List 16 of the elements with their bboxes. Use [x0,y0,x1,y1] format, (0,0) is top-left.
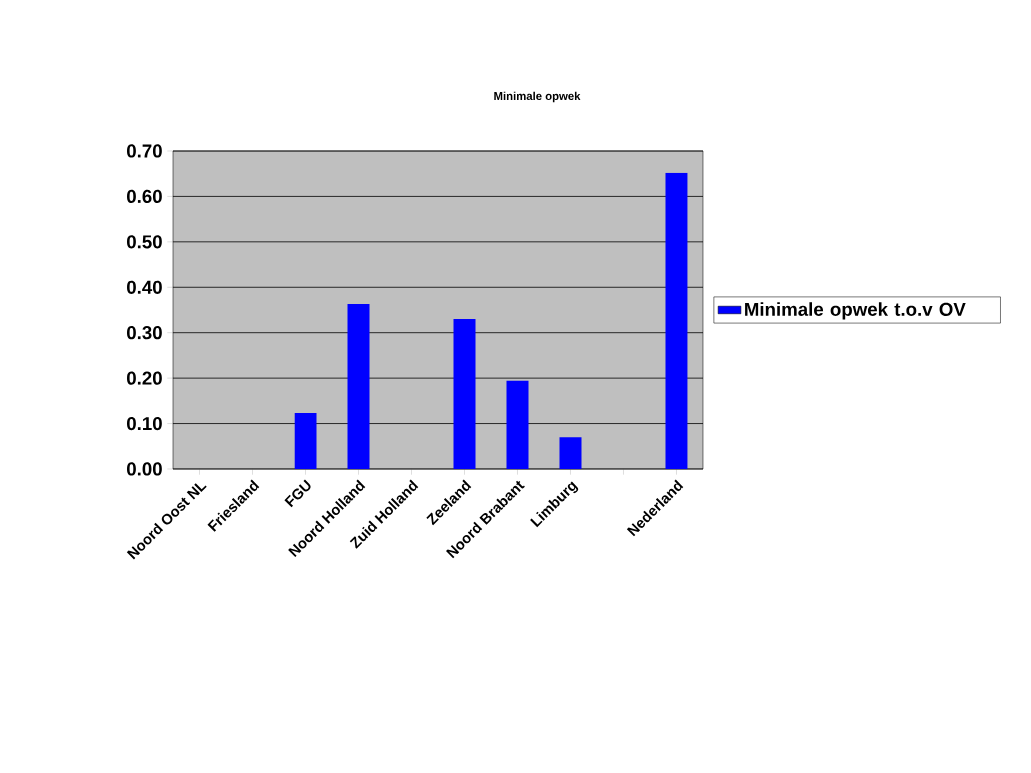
y-tick-label: 0.30 [127,326,162,340]
y-tick-label: 0.00 [127,462,162,476]
y-tick-label: 0.40 [127,280,162,294]
y-tick-label: 0.70 [127,144,162,158]
bar [665,172,688,469]
y-tick-label: 0.60 [127,189,162,204]
y-tick-label: 0.20 [127,371,162,385]
chart-title: Minimale opwek [494,91,581,103]
legend-label: Minimale opwek t.o.v OV [745,302,966,320]
bar [294,413,317,469]
y-tick-label: 0.50 [127,235,162,249]
bar [453,319,476,469]
bar [347,304,370,469]
bar [559,437,582,469]
y-tick-label: 0.10 [127,416,162,431]
bar [506,380,529,469]
